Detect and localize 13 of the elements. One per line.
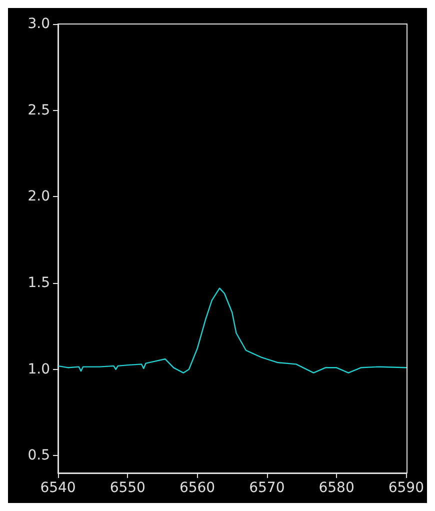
line-series	[57, 288, 407, 374]
x-tick-label: 6590	[388, 480, 424, 496]
y-tick-label: 3.0	[28, 16, 50, 32]
x-tick-label: 6560	[179, 480, 216, 496]
x-tick-label: 6580	[318, 480, 354, 496]
x-tick-label: 6540	[40, 480, 76, 496]
y-tick-label: 1.5	[28, 275, 50, 292]
x-tick-label: 6550	[110, 480, 146, 496]
y-tick-label: 0.5	[28, 448, 50, 464]
y-tick-label: 2.5	[28, 102, 50, 118]
y-tick-label: 2.0	[28, 188, 50, 205]
y-tick-label: 1.0	[28, 361, 50, 378]
x-tick-label: 6570	[249, 480, 285, 496]
